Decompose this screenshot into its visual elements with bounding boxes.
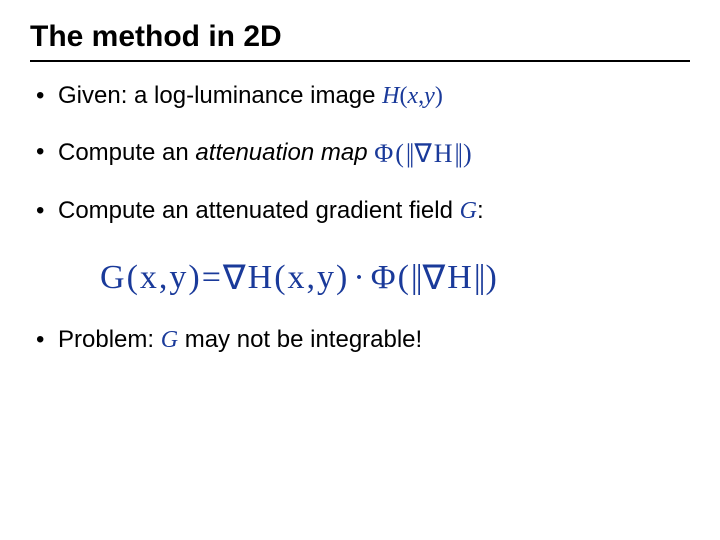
f-eq: = xyxy=(202,259,221,297)
bullet-list-2: Problem: G may not be integrable! xyxy=(30,324,690,356)
f-phi: Φ xyxy=(371,259,396,297)
f-H1: H xyxy=(248,259,273,297)
bullet-1: Given: a log-luminance image H(x,y) xyxy=(30,80,690,112)
bullet-3: Compute an attenuated gradient field G: xyxy=(30,195,690,227)
phi-nabla: ∇ xyxy=(414,136,431,171)
inline-formula-phi: Φ(||∇H||) xyxy=(374,136,471,171)
f-H2: H xyxy=(447,259,472,297)
math-open: ( xyxy=(400,83,408,109)
bullet-4-post: may not be integrable! xyxy=(178,326,422,353)
slide: The method in 2D Given: a log-luminance … xyxy=(0,0,720,540)
bullet-4-G: G xyxy=(161,327,178,353)
f-G: G xyxy=(100,259,125,297)
math-x: x xyxy=(408,83,419,109)
main-formula: G(x,y) = ∇H(x,y)·Φ(||∇H||) xyxy=(100,258,497,298)
bullet-3-colon: : xyxy=(477,197,484,224)
bullet-2: Compute an attenuation map Φ(||∇H||) xyxy=(30,136,690,171)
f-open1: ( xyxy=(127,259,138,297)
f-open2: ( xyxy=(274,259,285,297)
f-x: x xyxy=(140,259,157,297)
f-bar-l: || xyxy=(411,259,421,297)
f-y2: y xyxy=(317,259,334,297)
phi-symbol: Φ xyxy=(374,136,393,171)
bullet-2-post xyxy=(368,139,375,166)
f-bar-r: || xyxy=(474,259,484,297)
f-comma1: , xyxy=(159,259,168,297)
bullet-1-text: Given: a log-luminance image xyxy=(58,82,382,109)
f-close3: ) xyxy=(485,259,496,297)
phi-H: H xyxy=(434,136,453,171)
f-close2: ) xyxy=(336,259,347,297)
f-open3: ( xyxy=(398,259,409,297)
slide-title: The method in 2D xyxy=(30,20,690,62)
bullet-list: Given: a log-luminance image H(x,y) Comp… xyxy=(30,80,690,228)
math-y: y xyxy=(424,83,435,109)
f-nabla1: ∇ xyxy=(223,258,246,298)
f-x2: x xyxy=(288,259,305,297)
bullet-3-G: G xyxy=(460,198,477,224)
bullet-2-pre: Compute an xyxy=(58,139,195,166)
f-comma2: , xyxy=(307,259,316,297)
phi-bar-l: || xyxy=(406,136,412,171)
phi-open: ( xyxy=(395,136,404,171)
math-H: H xyxy=(382,83,399,109)
f-dot: · xyxy=(349,259,368,297)
f-y: y xyxy=(169,259,186,297)
phi-close: ) xyxy=(463,136,472,171)
bullet-2-em: attenuation map xyxy=(195,139,367,166)
bullet-4-pre: Problem: xyxy=(58,326,161,353)
bullet-3-pre: Compute an attenuated gradient field xyxy=(58,197,460,224)
f-nabla2: ∇ xyxy=(423,258,446,298)
f-close1: ) xyxy=(188,259,199,297)
phi-bar-r: || xyxy=(455,136,461,171)
math-close: ) xyxy=(435,83,443,109)
bullet-4: Problem: G may not be integrable! xyxy=(30,324,690,356)
